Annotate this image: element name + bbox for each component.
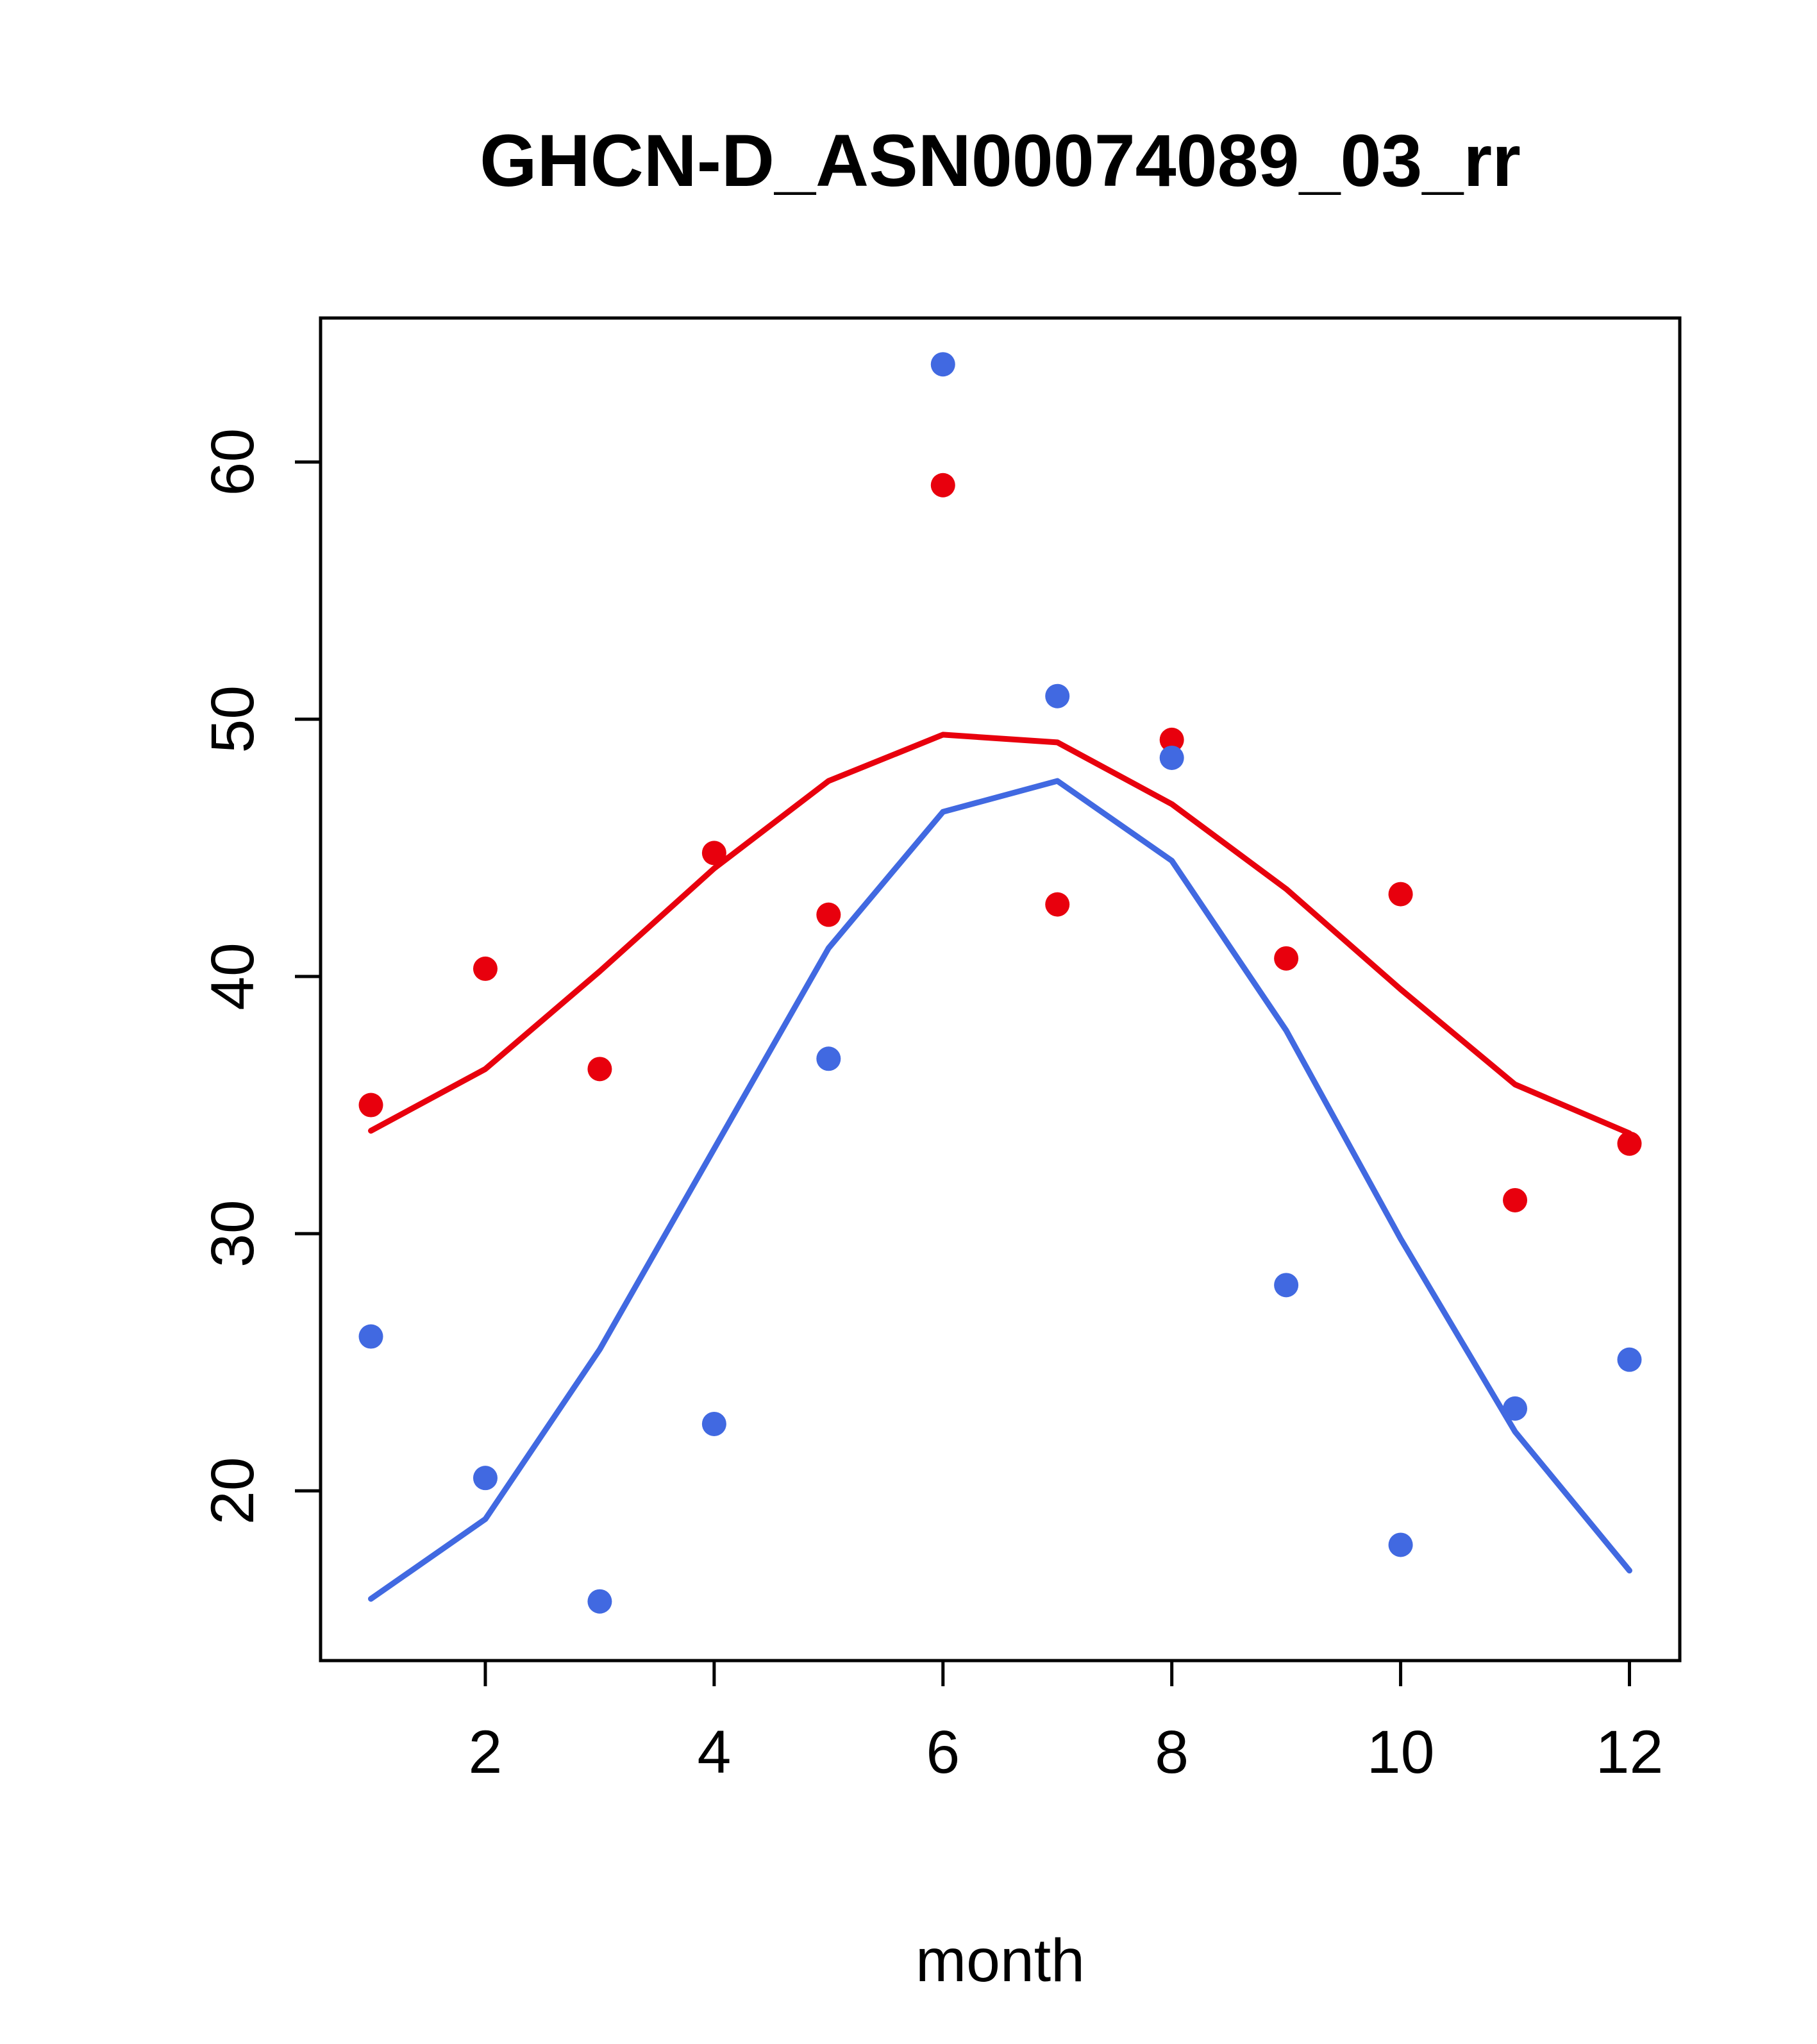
red-point [1617,1131,1642,1156]
y-tick-label: 40 [199,942,267,1010]
plot-border [319,316,1682,1663]
data-series [358,352,1642,1614]
red-point [1045,892,1070,917]
red-point [1274,946,1299,971]
blue-point [1045,683,1070,708]
x-tick-label: 4 [697,1718,731,1786]
red-point [358,1093,383,1118]
x-axis-label: month [916,1927,1085,1995]
blue-point [701,1411,726,1436]
red-point [1388,882,1413,907]
blue-point [816,1046,841,1071]
axes: 2 4 6 8 10 12 20 30 40 50 60 [199,428,1663,1786]
x-tick-label: 6 [926,1718,960,1786]
y-tick-label: 30 [199,1200,267,1268]
blue-trend-line [368,778,1632,1602]
blue-point [587,1589,612,1614]
x-tick-label: 8 [1155,1718,1189,1786]
blue-point [1617,1347,1642,1372]
red-point [587,1057,612,1082]
blue-point [1159,745,1184,770]
red-trend-line [368,732,1632,1137]
y-tick-label: 50 [199,685,267,753]
chart-title: GHCN-D_ASN00074089_03_rr [480,120,1521,202]
y-tick-label: 20 [199,1457,267,1525]
y-tick-label: 60 [199,428,267,496]
blue-point [473,1466,498,1491]
red-point [1159,727,1184,752]
blue-point [1503,1396,1528,1421]
x-tick-label: 12 [1596,1718,1664,1786]
red-point [701,841,726,866]
red-point [816,902,841,927]
red-point [1503,1187,1528,1212]
blue-point [930,352,955,377]
x-tick-label: 10 [1367,1718,1435,1786]
blue-point [358,1324,383,1349]
red-point [473,956,498,981]
blue-point [1274,1273,1299,1298]
red-point [930,473,955,498]
x-tick-label: 2 [469,1718,503,1786]
blue-point [1388,1532,1413,1557]
